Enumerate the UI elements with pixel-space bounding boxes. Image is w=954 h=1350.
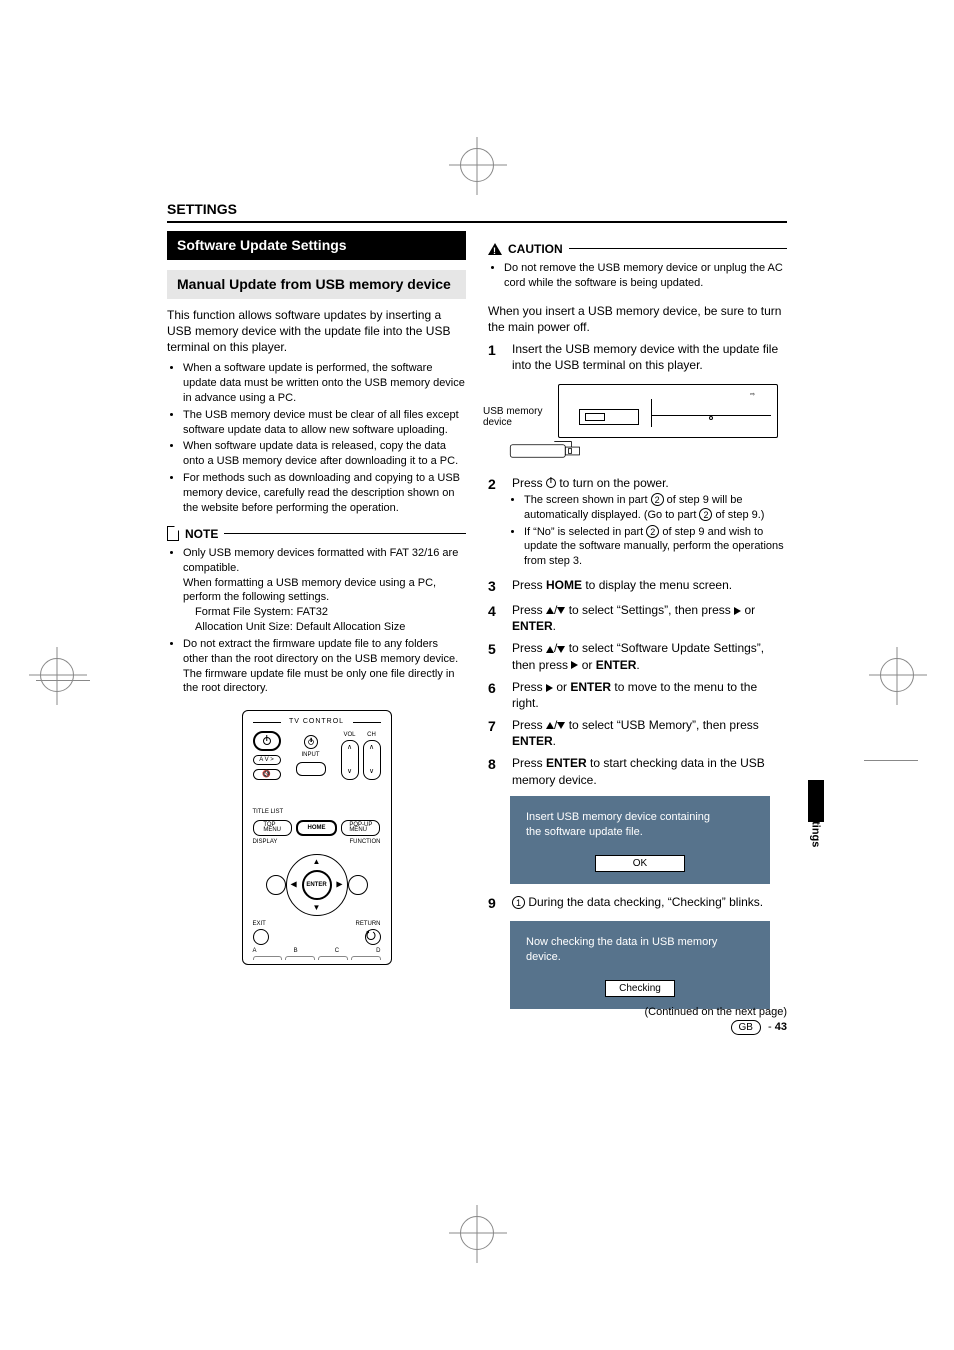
caution-icon <box>488 243 502 255</box>
mute-icon: 🔇 <box>253 769 281 780</box>
osd-insert-usb: Insert USB memory device containing the … <box>510 796 770 884</box>
page-footer: (Continued on the next page) GB - 43 <box>645 1005 788 1035</box>
display-button <box>266 875 286 895</box>
step-8: 8 Press ENTER to start checking data in … <box>488 755 787 787</box>
crop-mark-left <box>40 658 74 692</box>
sub-title-bar: Manual Update from USB memory device <box>167 270 466 299</box>
enter-button: ENTER <box>302 870 332 900</box>
power-button-icon <box>253 731 281 751</box>
note-bullets: Only USB memory devices formatted with F… <box>167 546 466 696</box>
step-6: 6 Press or ENTER to move to the menu to … <box>488 679 787 711</box>
remote-control-diagram: TV CONTROL A V > 🔇 INPUT <box>242 710 392 964</box>
caution-heading: CAUTION <box>488 241 787 257</box>
guide-line <box>864 760 918 761</box>
title-bar: Software Update Settings <box>167 231 466 260</box>
nav-ring: ▲ ▼ ◀ ▶ ENTER <box>286 854 348 916</box>
channel-rocker: ∧∨ <box>363 740 381 780</box>
step-9: 9 1 During the data checking, “Checking”… <box>488 894 787 913</box>
step-5: 5 Press / to select “Software Update Set… <box>488 640 787 672</box>
osd-ok-button: OK <box>595 855 685 873</box>
intro-text: This function allows software updates by… <box>167 307 466 356</box>
usb-diagram: USB memory device ⇨ <box>488 384 787 465</box>
insert-note: When you insert a USB memory device, be … <box>488 303 787 335</box>
side-tab: Settings <box>805 786 825 866</box>
osd-checking: Now checking the data in USB memory devi… <box>510 921 770 1009</box>
power-icon <box>546 478 556 488</box>
tv-power-icon <box>304 735 318 749</box>
popup-menu-button: POP-UP MENU <box>341 820 380 836</box>
step-7: 7 Press / to select “USB Memory”, then p… <box>488 717 787 749</box>
exit-button <box>253 929 269 945</box>
intro-bullets: When a software update is performed, the… <box>167 361 466 515</box>
crop-mark-top <box>460 148 494 182</box>
note-icon <box>167 526 179 541</box>
step-2: 2 Press to turn on the power. The screen… <box>488 475 787 571</box>
function-button <box>348 875 368 895</box>
section-heading: SETTINGS <box>167 200 787 223</box>
step-1: 1 Insert the USB memory device with the … <box>488 341 787 373</box>
guide-line <box>36 680 90 681</box>
crop-mark-bottom <box>460 1216 494 1250</box>
home-button: HOME <box>296 820 337 836</box>
usb-stick-icon <box>508 440 588 462</box>
return-button <box>365 929 381 945</box>
osd-checking-label: Checking <box>605 980 675 998</box>
crop-mark-right <box>880 658 914 692</box>
top-menu-button: TOP MENU <box>253 820 292 836</box>
note-heading: NOTE <box>167 526 466 542</box>
volume-rocker: ∧∨ <box>341 740 359 780</box>
step-4: 4 Press / to select “Settings”, then pre… <box>488 602 787 634</box>
caution-bullet: Do not remove the USB memory device or u… <box>488 261 787 291</box>
step-3: 3 Press HOME to display the menu screen. <box>488 577 787 596</box>
